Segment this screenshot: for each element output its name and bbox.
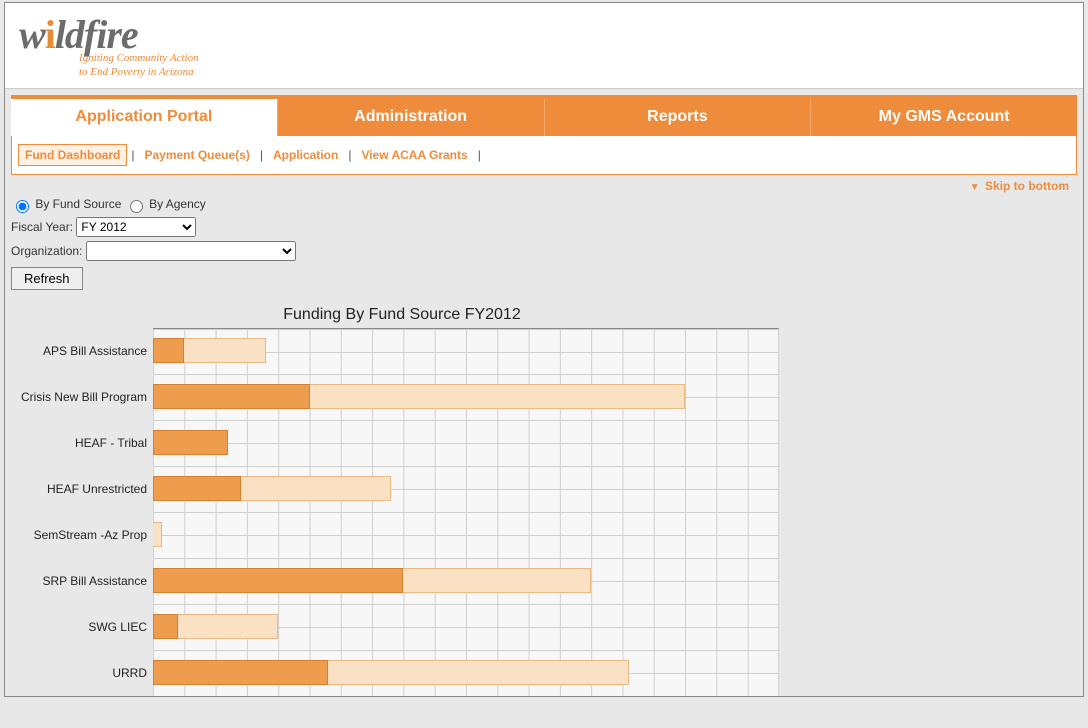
- by-fund-source-radio[interactable]: [16, 200, 29, 213]
- category-label: HEAF Unrestricted: [15, 482, 153, 496]
- chart-row: HEAF Unrestricted: [15, 466, 779, 512]
- chart-row: HEAF - Tribal: [15, 420, 779, 466]
- refresh-button[interactable]: Refresh: [11, 267, 83, 290]
- category-label: SWG LIEC: [15, 620, 153, 634]
- grid-background: [153, 420, 779, 466]
- header: wildfire Igniting Community Action to En…: [5, 3, 1083, 89]
- bar-segment-1: [153, 430, 228, 455]
- tab-reports[interactable]: Reports: [545, 99, 812, 136]
- category-label: SRP Bill Assistance: [15, 574, 153, 588]
- plot-cell: [153, 328, 779, 374]
- category-label: SemStream -Az Prop: [15, 528, 153, 542]
- bar-stack: [153, 476, 391, 501]
- subnav-fund-dashboard[interactable]: Fund Dashboard: [18, 144, 127, 166]
- fiscal-year-label: Fiscal Year:: [11, 220, 73, 234]
- subnav-application[interactable]: Application: [267, 145, 344, 165]
- subnav-view-acaa-grants[interactable]: View ACAA Grants: [355, 145, 473, 165]
- grid-background: [153, 512, 779, 558]
- bar-stack: [153, 430, 228, 455]
- tab-application-portal[interactable]: Application Portal: [11, 99, 278, 136]
- organization-select[interactable]: [86, 241, 296, 261]
- main-tabs: Application PortalAdministrationReportsM…: [11, 95, 1077, 136]
- subnav-payment-queue-s-[interactable]: Payment Queue(s): [138, 145, 255, 165]
- subnav-bar: Fund Dashboard|Payment Queue(s)|Applicat…: [11, 136, 1077, 175]
- bar-segment-2: [241, 476, 391, 501]
- bar-segment-2: [328, 660, 628, 685]
- by-agency-label[interactable]: By Agency: [149, 197, 206, 211]
- plot-cell: [153, 420, 779, 466]
- bar-segment-2: [184, 338, 265, 363]
- logo-post: ldfire: [55, 12, 138, 57]
- category-label: Crisis New Bill Program: [15, 390, 153, 404]
- bar-stack: [153, 522, 162, 547]
- bar-segment-1: [153, 660, 328, 685]
- logo-accent: i: [45, 12, 55, 57]
- logo-tag-line2: to End Poverty in Arizona: [79, 65, 199, 79]
- subnav-separator: |: [474, 148, 485, 162]
- logo: wildfire Igniting Community Action to En…: [19, 15, 199, 80]
- plot-cell: [153, 604, 779, 650]
- tab-my-gms-account[interactable]: My GMS Account: [811, 99, 1077, 136]
- bar-stack: [153, 384, 685, 409]
- skip-row: ▼ Skip to bottom: [5, 175, 1083, 193]
- chart-row: Crisis New Bill Program: [15, 374, 779, 420]
- logo-pre: w: [19, 12, 45, 57]
- bar-segment-1: [153, 338, 184, 363]
- organization-label: Organization:: [11, 244, 82, 258]
- filter-controls: By Fund Source By Agency Fiscal Year: FY…: [5, 193, 1083, 300]
- bar-segment-1: [153, 476, 241, 501]
- bar-segment-1: [153, 384, 310, 409]
- bar-segment-1: [153, 614, 178, 639]
- chart-row: SRP Bill Assistance: [15, 558, 779, 604]
- category-label: URRD: [15, 666, 153, 680]
- tab-administration[interactable]: Administration: [278, 99, 545, 136]
- plot-cell: [153, 466, 779, 512]
- chart-row: URRD: [15, 650, 779, 696]
- chart-row: APS Bill Assistance: [15, 328, 779, 374]
- chart-row: SemStream -Az Prop: [15, 512, 779, 558]
- by-agency-radio[interactable]: [130, 200, 143, 213]
- bar-segment-2: [178, 614, 278, 639]
- chart-row: SWG LIEC: [15, 604, 779, 650]
- funding-chart: APS Bill Assistance Crisis New Bill Progr…: [15, 328, 779, 696]
- logo-word: wildfire: [19, 15, 199, 55]
- fiscal-year-select[interactable]: FY 2012: [76, 217, 196, 237]
- chevron-down-icon: ▼: [970, 182, 980, 193]
- plot-cell: [153, 558, 779, 604]
- bar-stack: [153, 660, 629, 685]
- bar-stack: [153, 338, 266, 363]
- bar-stack: [153, 614, 278, 639]
- category-label: APS Bill Assistance: [15, 344, 153, 358]
- bar-stack: [153, 568, 591, 593]
- bar-segment-2: [310, 384, 686, 409]
- by-fund-source-label[interactable]: By Fund Source: [35, 197, 121, 211]
- bar-segment-1: [153, 568, 403, 593]
- plot-cell: [153, 512, 779, 558]
- bar-segment-2: [403, 568, 591, 593]
- subnav-separator: |: [256, 148, 267, 162]
- chart-region: Funding By Fund Source FY2012 APS Bill A…: [5, 306, 1083, 696]
- plot-cell: [153, 374, 779, 420]
- skip-to-bottom-link[interactable]: Skip to bottom: [985, 179, 1069, 193]
- category-label: HEAF - Tribal: [15, 436, 153, 450]
- subnav-separator: |: [344, 148, 355, 162]
- subnav: Fund Dashboard|Payment Queue(s)|Applicat…: [18, 148, 485, 162]
- chart-title: Funding By Fund Source FY2012: [15, 306, 789, 324]
- view-mode-radios: By Fund Source By Agency: [11, 197, 1077, 213]
- bar-segment-2: [153, 522, 162, 547]
- subnav-separator: |: [127, 148, 138, 162]
- plot-cell: [153, 650, 779, 696]
